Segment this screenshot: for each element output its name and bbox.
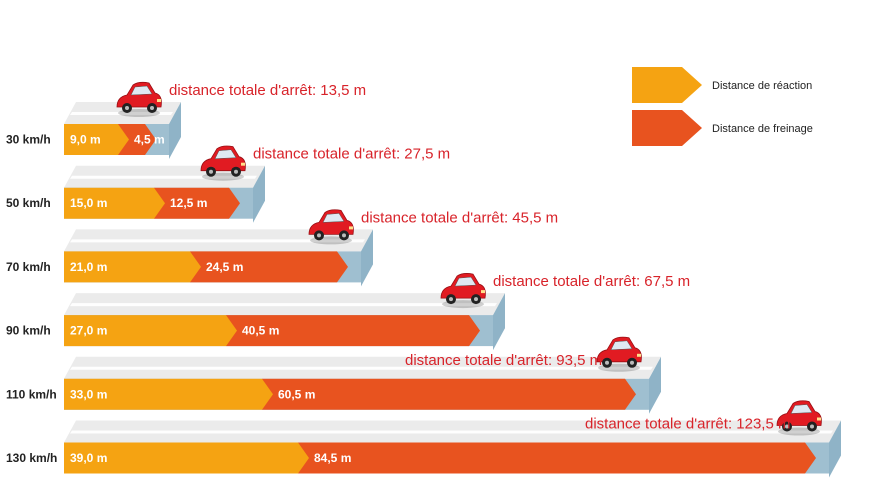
reaction-value-label: 15,0 m [70,196,107,210]
category-label: 110 km/h [6,387,57,401]
road-side [493,293,505,351]
total-distance-annotation: distance totale d'arrêt: 27,5 m [253,146,450,163]
road-stripe [70,303,497,307]
braking-value-label: 12,5 m [170,196,207,210]
car-icon [200,145,246,181]
braking-value-label: 40,5 m [242,324,279,338]
road-side [253,165,265,223]
road-stripe [70,239,365,243]
bar-reaction [64,251,201,283]
legend-swatch [632,110,702,146]
reaction-value-label: 27,0 m [70,324,107,338]
braking-value-label: 84,5 m [314,451,351,465]
reaction-value-label: 9,0 m [70,133,101,147]
category-label: 50 km/h [6,196,51,210]
braking-value-label: 24,5 m [206,260,243,274]
car-icon [440,273,486,309]
road-stripe [70,430,833,434]
road-side [649,356,661,414]
legend-label: Distance de réaction [712,80,812,92]
car-icon [776,400,822,436]
legend-swatch [632,67,702,103]
road-side [829,420,841,478]
bar-braking [190,251,348,283]
car-icon [596,336,642,372]
total-distance-annotation: distance totale d'arrêt: 13,5 m [169,82,366,99]
category-label: 130 km/h [6,451,57,465]
total-distance-annotation: distance totale d'arrêt: 93,5 m [405,352,602,369]
legend-label: Distance de freinage [712,123,813,135]
category-label: 30 km/h [6,133,51,147]
braking-value-label: 60,5 m [278,387,315,401]
road-side [169,102,181,159]
road-stripe [70,366,653,370]
cars [116,81,822,436]
bar-braking [298,442,816,474]
car-icon [116,81,162,117]
car-icon [308,209,354,245]
bars [64,124,816,474]
bar-braking [154,187,240,219]
bar-reaction [64,442,309,474]
legend: Distance de réaction Distance de freinage [632,67,813,146]
category-label: 70 km/h [6,260,51,274]
road-side [361,229,373,287]
category-label: 90 km/h [6,324,51,338]
bar-reaction [64,315,237,347]
braking-value-label: 4,5 m [134,133,165,147]
bar-braking [226,315,480,347]
bar-reaction [64,187,165,219]
road-stripe [70,112,173,115]
bar-braking [262,378,636,410]
bar-reaction [64,378,273,410]
total-distance-annotation: distance totale d'arrêt: 67,5 m [493,273,690,290]
bar-reaction [64,124,129,155]
reaction-value-label: 39,0 m [70,451,107,465]
total-distance-annotation: distance totale d'arrêt: 45,5 m [361,209,558,226]
bar-braking [118,124,156,155]
reaction-value-label: 21,0 m [70,260,107,274]
total-distance-annotation: distance totale d'arrêt: 123,5 m [585,416,790,433]
labels: 30 km/h 9,0 m 4,5 m 50 km/h 15,0 m 12,5 m 70 k… [6,82,790,465]
reaction-value-label: 33,0 m [70,387,107,401]
